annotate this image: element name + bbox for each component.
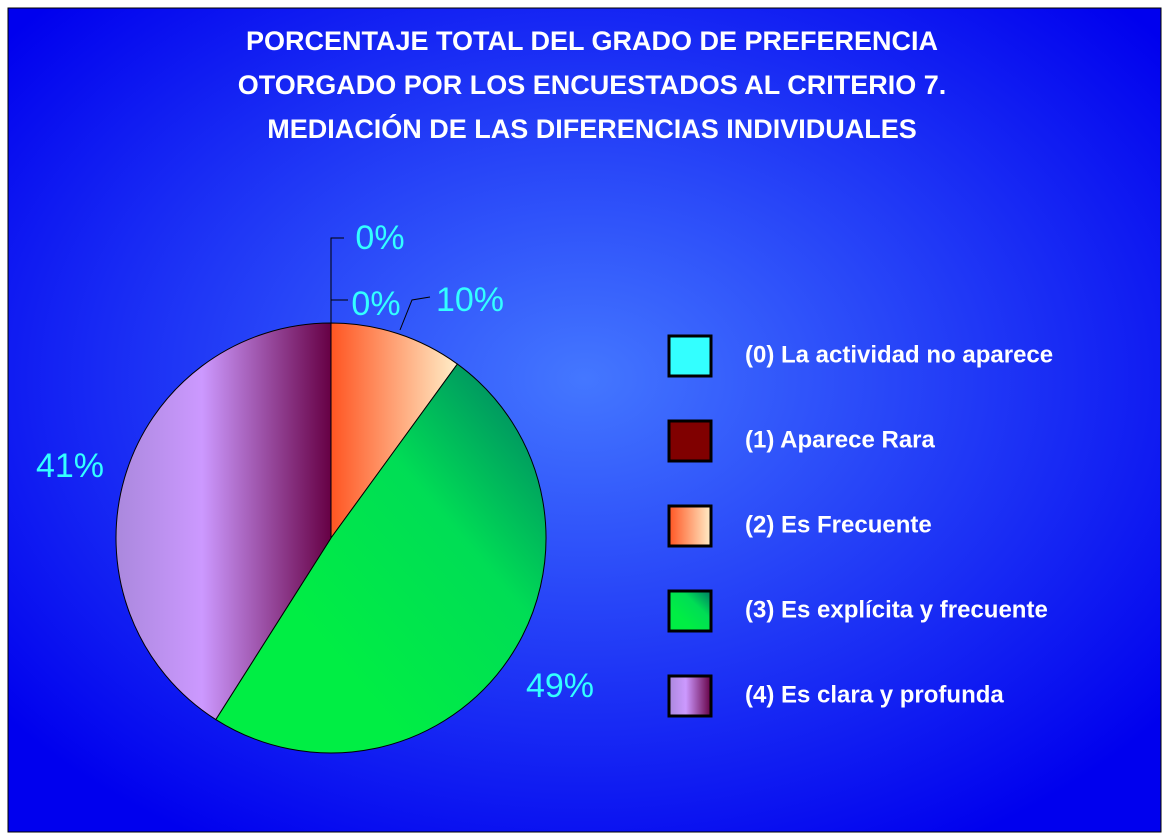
chart-title: PORCENTAJE TOTAL DEL GRADO DE PREFERENCI… <box>246 26 938 56</box>
data-label: 0% <box>351 285 400 323</box>
legend-label: (3) Es explícita y frecuente <box>745 596 1048 623</box>
data-label: 49% <box>526 667 594 705</box>
leader-line <box>330 237 344 323</box>
legend-label: (1) Aparece Rara <box>745 426 936 453</box>
legend-label: (0) La actividad no aparece <box>745 341 1053 368</box>
leader-lines <box>330 237 431 331</box>
data-label: 10% <box>436 281 504 319</box>
pie-slice <box>330 322 459 540</box>
legend-swatch <box>667 504 713 548</box>
legend-swatch <box>667 589 713 633</box>
pie-slice <box>115 322 332 721</box>
pie-slice <box>215 363 547 754</box>
leader-line <box>330 299 348 323</box>
data-label: 0% <box>355 219 404 257</box>
leader-line <box>399 296 431 331</box>
data-label: 41% <box>36 447 104 485</box>
legend-label: (2) Es Frecuente <box>745 511 932 538</box>
legend-swatch <box>667 674 713 718</box>
chart-title: MEDIACIÓN DE LAS DIFERENCIAS INDIVIDUALE… <box>267 113 917 144</box>
chart-title: OTORGADO POR LOS ENCUESTADOS AL CRITERIO… <box>238 70 947 100</box>
legend-label: (4) Es clara y profunda <box>745 681 1004 708</box>
legend-swatch <box>667 334 713 378</box>
legend-swatch <box>667 419 713 463</box>
